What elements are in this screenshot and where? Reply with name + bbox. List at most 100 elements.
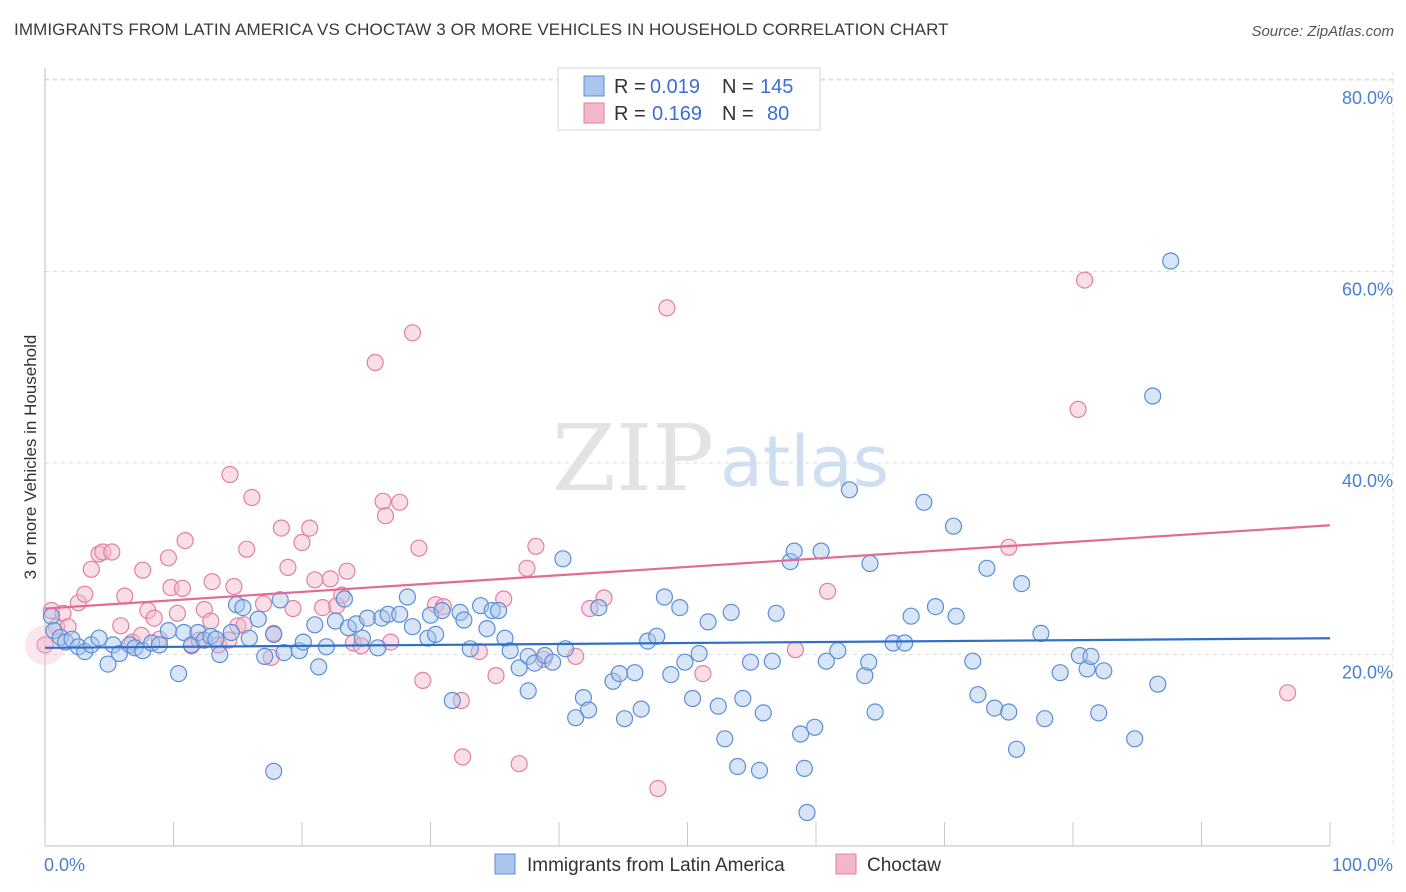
- latin-america-point: [519, 682, 537, 700]
- choctaw-point: [94, 543, 112, 561]
- choctaw-point: [262, 648, 280, 667]
- choctaw-point: [36, 636, 54, 654]
- latin-america-point: [754, 704, 772, 722]
- latin-america-point: [1082, 647, 1100, 666]
- latin-america-point: [829, 642, 847, 660]
- latin-america-point: [1000, 703, 1018, 721]
- choctaw-point: [487, 666, 505, 685]
- latin-america-point: [211, 645, 229, 664]
- latin-america-point: [866, 703, 884, 721]
- choctaw-point: [203, 573, 221, 591]
- series-legend: Immigrants from Latin America Choctaw: [494, 853, 941, 876]
- choctaw-point: [145, 609, 163, 627]
- legend-n-value-1: 145: [760, 76, 793, 98]
- latin-america-point: [896, 634, 914, 652]
- latin-america-point: [798, 803, 816, 822]
- latin-america-point: [610, 664, 629, 683]
- latin-america-point: [222, 623, 240, 642]
- choctaw-point: [159, 549, 177, 567]
- bottom-legend-pink-swatch: [835, 853, 857, 875]
- latin-america-point: [159, 621, 177, 640]
- latin-america-point: [403, 618, 422, 636]
- choctaw-point: [202, 612, 220, 630]
- choctaw-point: [243, 488, 261, 507]
- choctaw-point: [176, 531, 194, 550]
- latin-america-point: [256, 647, 274, 666]
- latin-america-points: [42, 252, 1180, 822]
- choctaw-point: [293, 533, 311, 552]
- latin-america-point: [1095, 662, 1113, 680]
- latin-america-point: [709, 697, 727, 715]
- latin-america-point: [741, 653, 760, 671]
- latin-america-point: [812, 542, 830, 560]
- source-label: Source: ZipAtlas.com: [1251, 23, 1394, 40]
- latin-america-point: [728, 757, 747, 776]
- latin-america-point: [306, 616, 324, 634]
- latin-america-point: [632, 700, 650, 718]
- latin-america-point: [655, 588, 674, 606]
- latin-america-point: [1051, 664, 1069, 682]
- latin-america-point: [483, 601, 501, 620]
- latin-america-point: [369, 639, 387, 657]
- correlation-legend: R = 0.019 N = 145 R = 0.169 N = 80: [557, 67, 821, 131]
- trend-lines: [44, 524, 1331, 649]
- latin-america-point: [398, 588, 416, 606]
- latin-america-point: [1126, 730, 1144, 748]
- choctaw-point: [225, 577, 243, 596]
- y-tick-label: 60.0%: [1342, 280, 1393, 300]
- choctaw-point: [1278, 684, 1297, 702]
- latin-america-trend-line: [44, 637, 1331, 649]
- latin-america-point: [501, 642, 519, 660]
- choctaw-point: [116, 587, 134, 605]
- legend-n-label-1: N =: [722, 76, 754, 98]
- y-tick-label: 20.0%: [1342, 663, 1393, 683]
- choctaw-point: [284, 599, 302, 618]
- bottom-legend-blue-swatch: [494, 853, 516, 875]
- choctaw-point: [82, 560, 100, 578]
- latin-america-point: [985, 699, 1004, 717]
- latin-america-point: [791, 725, 810, 743]
- latin-america-point: [567, 709, 585, 727]
- latin-america-point: [699, 613, 717, 631]
- watermark-zip: ZIP: [552, 405, 714, 512]
- choctaw-point: [306, 571, 324, 589]
- legend-n-label-2: N =: [722, 103, 754, 125]
- y-tick-label: 40.0%: [1342, 471, 1393, 491]
- choctaw-point: [366, 353, 384, 372]
- latin-america-point: [806, 718, 824, 736]
- choctaw-trend-line: [44, 524, 1331, 610]
- latin-america-point: [358, 609, 377, 627]
- latin-america-point: [978, 559, 996, 577]
- latin-america-point: [335, 590, 353, 608]
- latin-america-point: [175, 623, 193, 642]
- latin-america-point: [240, 629, 258, 647]
- latin-america-point: [615, 710, 634, 728]
- legend-r-label-2: R =: [614, 103, 646, 125]
- choctaw-point: [595, 589, 613, 607]
- choctaw-point: [238, 540, 256, 558]
- latin-america-point: [490, 601, 508, 620]
- choctaw-point: [314, 598, 332, 617]
- choctaw-point: [414, 671, 432, 690]
- choctaw-point: [376, 507, 395, 525]
- x-tick-label-min: 0.0%: [44, 855, 85, 875]
- latin-america-point: [353, 629, 371, 647]
- latin-america-point: [750, 761, 769, 780]
- choctaw-point: [694, 664, 712, 683]
- x-tick-label-max: 100.0%: [1332, 855, 1393, 875]
- latin-america-point: [817, 652, 835, 670]
- latin-america-point: [554, 550, 572, 568]
- latin-america-point: [690, 644, 708, 663]
- latin-america-point: [722, 603, 740, 622]
- latin-america-point: [427, 625, 445, 644]
- latin-america-point: [455, 611, 473, 629]
- latin-america-point: [310, 658, 328, 676]
- latin-america-point: [510, 659, 528, 677]
- latin-america-point: [671, 598, 689, 617]
- latin-america-point: [662, 665, 680, 684]
- choctaw-point: [786, 641, 805, 659]
- latin-america-point: [99, 655, 117, 673]
- latin-america-point: [234, 598, 252, 617]
- latin-america-point: [639, 632, 657, 650]
- latin-america-point: [840, 481, 859, 499]
